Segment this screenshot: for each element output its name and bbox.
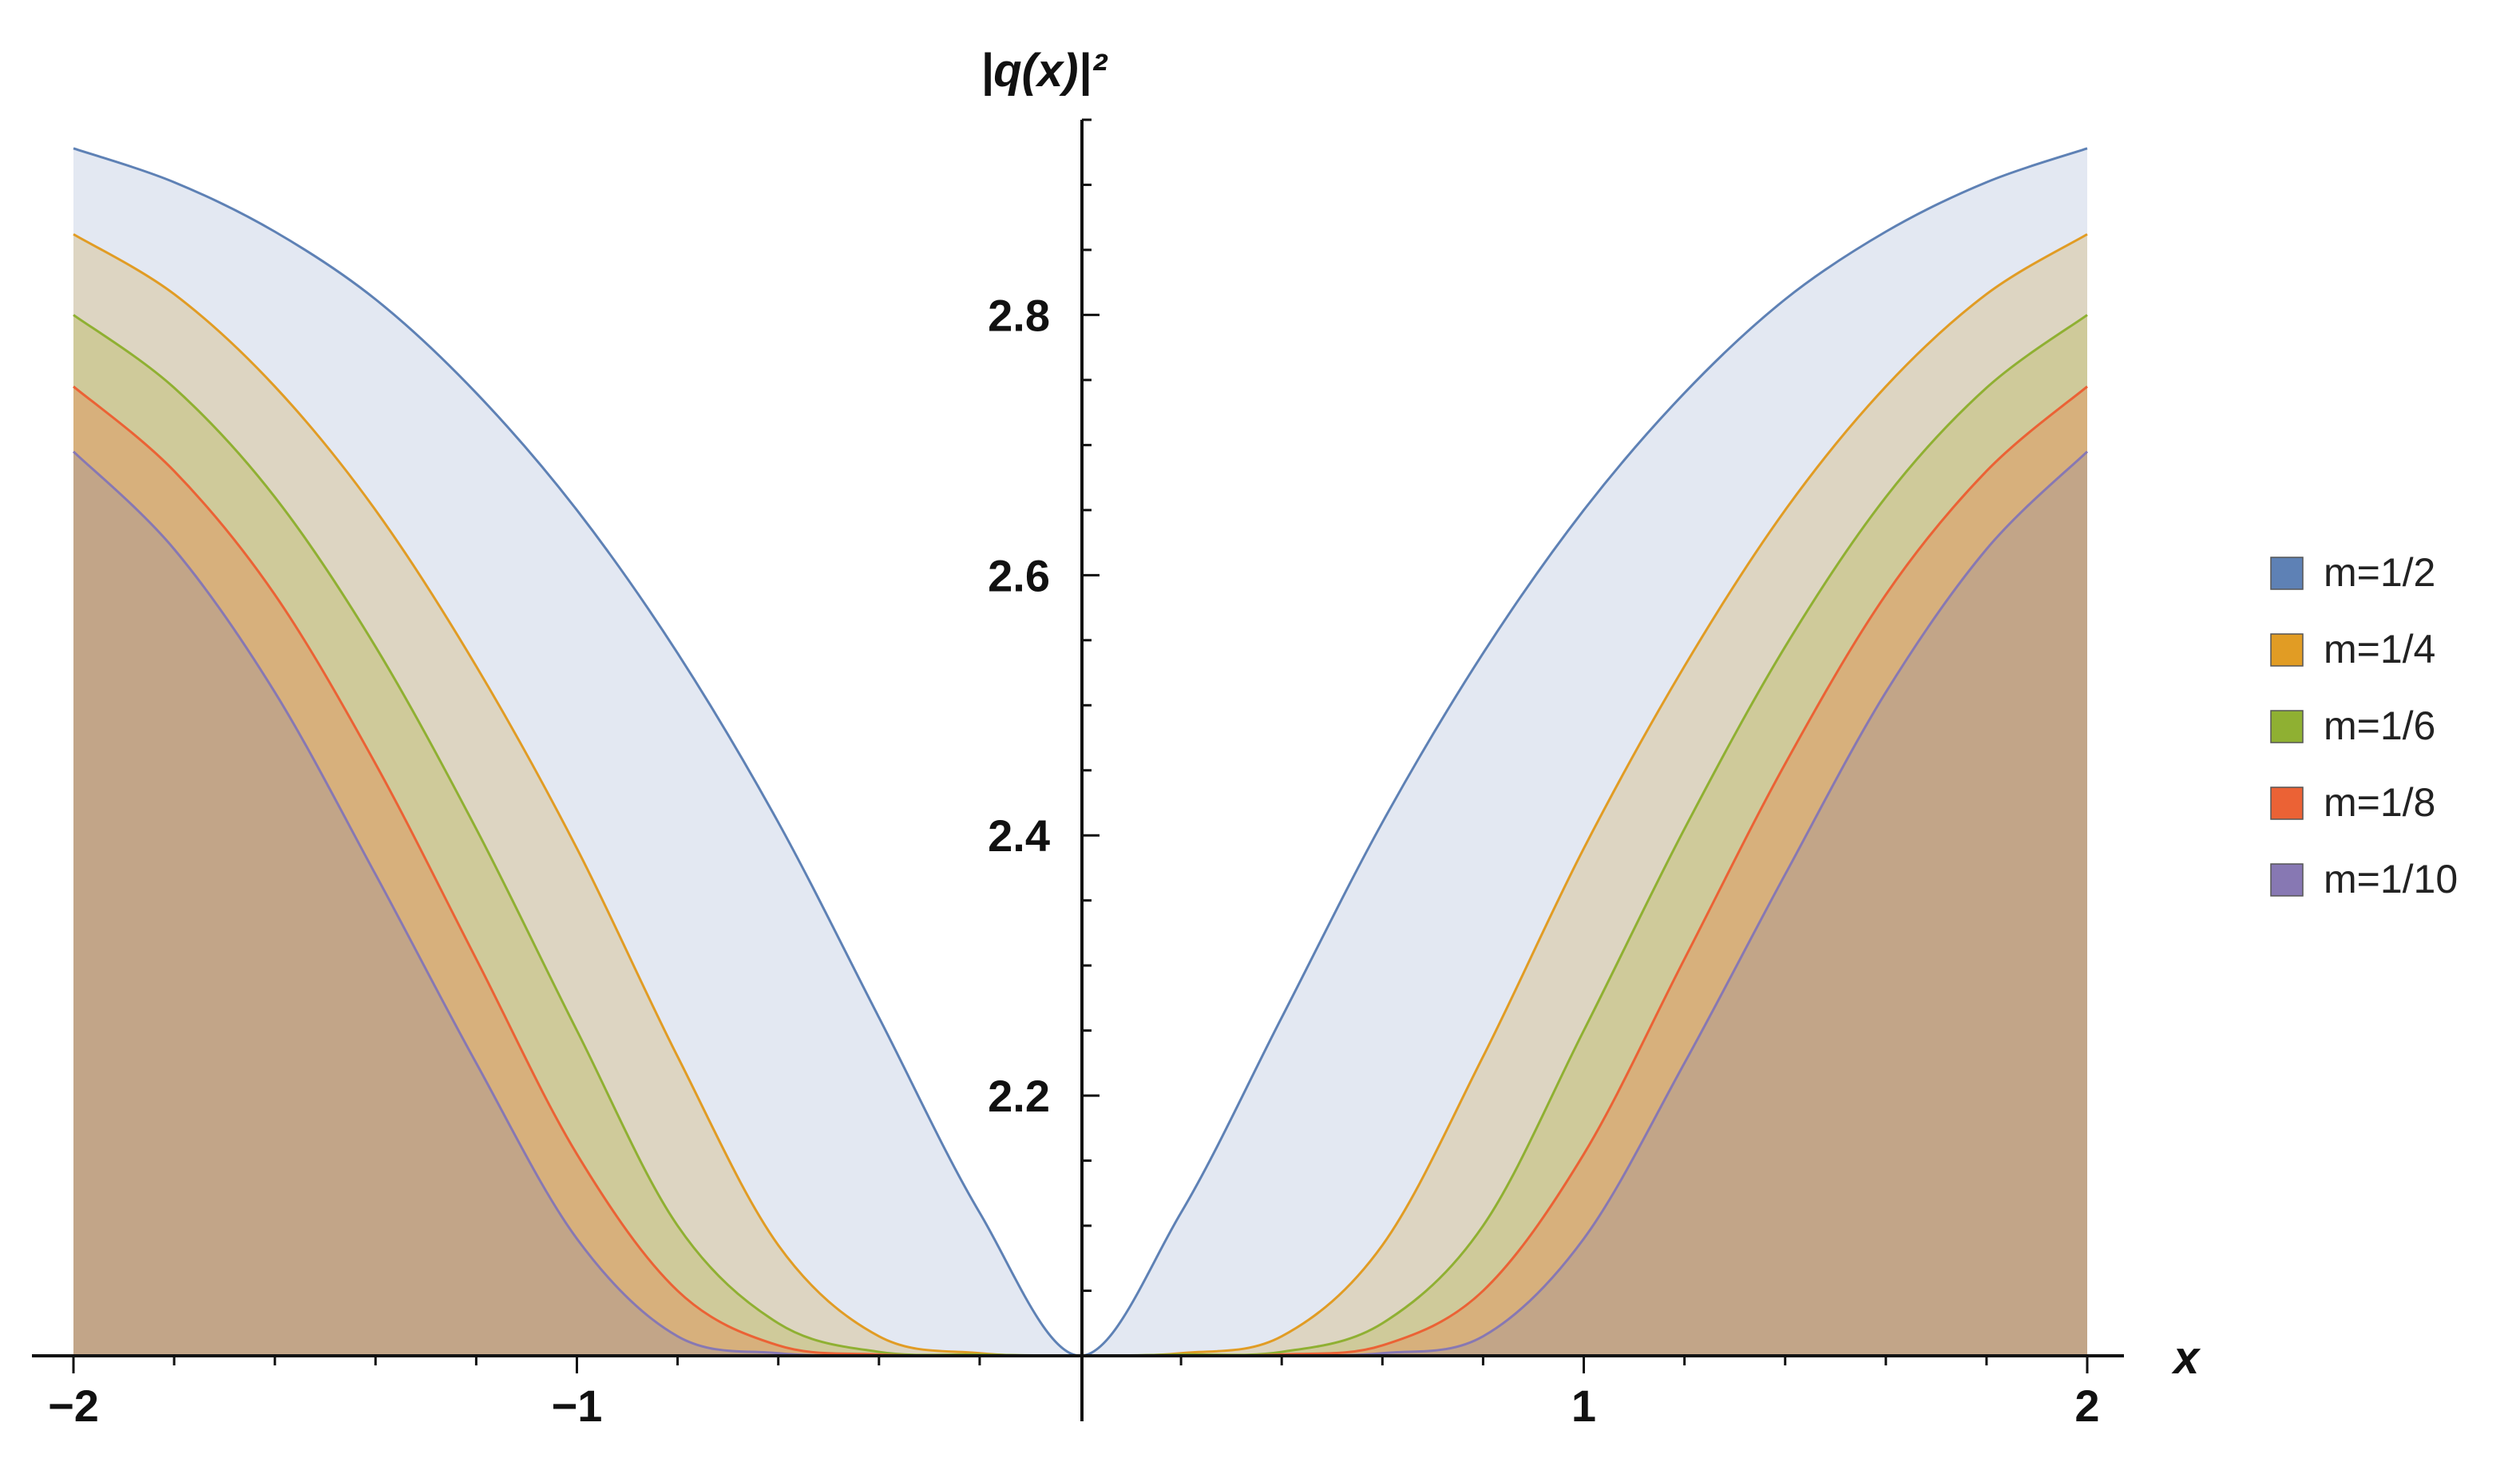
y-axis-ticks: 2.2 2.4 2.6 2.8 (988, 118, 1100, 1293)
legend-label: m=1/2 (2324, 550, 2435, 595)
x-tick-label: 2 (2074, 1381, 2099, 1431)
y-tick-label: 2.6 (988, 550, 1050, 600)
legend-label: m=1/10 (2324, 857, 2458, 901)
legend-swatch (2270, 710, 2304, 743)
legend-label: m=1/6 (2324, 703, 2435, 748)
legend-swatch (2270, 557, 2304, 590)
series-fill-5 (73, 451, 2087, 1357)
y-tick-label: 2.2 (988, 1071, 1050, 1121)
y-tick-label: 2.4 (988, 810, 1050, 861)
y-axis-label: |q(x)|² (981, 45, 1108, 97)
legend-swatch (2270, 863, 2304, 897)
legend-label: m=1/8 (2324, 780, 2435, 825)
legend-label: m=1/4 (2324, 627, 2435, 672)
legend-swatch (2270, 786, 2304, 820)
series-fills (73, 148, 2087, 1357)
x-tick-label: −1 (552, 1381, 603, 1431)
axes: −2 −1 1 2 2.2 2.4 2.6 2.8 x |q(x)|² (32, 45, 2201, 1431)
series-fill-3 (73, 315, 2087, 1356)
x-axis-ticks: −2 −1 1 2 (48, 1356, 2100, 1431)
legend-swatch (2270, 633, 2304, 667)
x-tick-label: −2 (48, 1381, 99, 1431)
y-tick-label: 2.8 (988, 290, 1050, 340)
x-tick-label: 1 (1571, 1381, 1596, 1431)
legend: m=1/2 m=1/4 m=1/6 m=1/8 m=1/10 (2270, 550, 2458, 901)
x-axis-label: x (2171, 1332, 2201, 1384)
